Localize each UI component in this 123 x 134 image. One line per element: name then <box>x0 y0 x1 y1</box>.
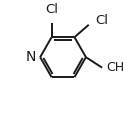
Text: Cl: Cl <box>95 14 108 27</box>
Text: CH₃: CH₃ <box>106 61 123 74</box>
Text: Cl: Cl <box>45 3 58 16</box>
Text: N: N <box>25 50 36 64</box>
